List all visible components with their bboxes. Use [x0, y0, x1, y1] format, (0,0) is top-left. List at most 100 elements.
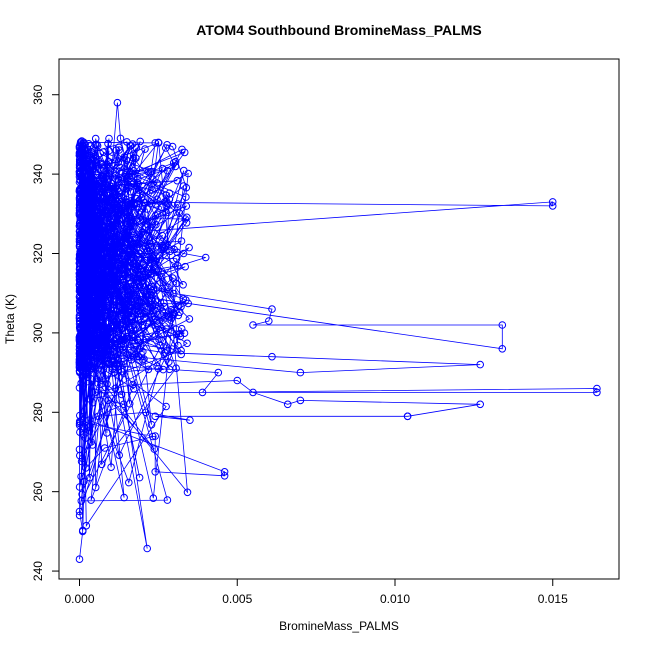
data-point	[107, 463, 115, 472]
data-point	[79, 239, 88, 248]
data-point	[143, 205, 151, 213]
data-point	[168, 274, 177, 282]
data-point	[169, 289, 178, 298]
data-point	[163, 166, 172, 175]
data-point	[97, 380, 105, 389]
data-point	[169, 310, 178, 318]
data-point	[86, 213, 95, 222]
data-point	[91, 235, 99, 244]
data-point	[89, 155, 97, 164]
data-point	[136, 137, 144, 146]
x-tick-label: 0.005	[222, 592, 252, 606]
data-point	[87, 342, 96, 351]
data-point	[99, 164, 108, 173]
data-point	[77, 329, 85, 338]
data-point	[94, 224, 102, 232]
data-point	[120, 153, 128, 161]
data-point	[123, 350, 132, 359]
data-point	[214, 368, 223, 377]
data-point	[130, 240, 138, 248]
data-point	[180, 148, 189, 157]
data-point	[111, 384, 120, 393]
data-point	[78, 293, 87, 302]
data-point	[96, 322, 105, 331]
data-point	[149, 175, 157, 183]
data-point	[125, 478, 133, 487]
data-point	[75, 199, 84, 207]
data-point	[164, 283, 172, 292]
data-point	[132, 277, 141, 285]
data-point	[140, 355, 148, 363]
data-point	[132, 154, 140, 162]
data-point	[135, 249, 143, 258]
data-point	[102, 375, 110, 383]
data-point	[122, 205, 130, 214]
data-point	[158, 307, 167, 315]
data-point	[171, 157, 180, 166]
x-axis: 0.000 0.005 0.010 0.015	[64, 578, 568, 606]
data-point	[165, 365, 174, 374]
data-point	[152, 200, 160, 208]
data-point	[99, 355, 108, 363]
data-point	[94, 273, 103, 282]
data-point	[75, 511, 84, 520]
data-point	[99, 365, 108, 374]
data-point	[106, 277, 114, 285]
data-point	[153, 210, 162, 219]
data-point	[201, 253, 210, 262]
data-point	[160, 299, 168, 307]
data-point	[76, 418, 85, 427]
data-point	[107, 193, 116, 202]
data-point	[81, 264, 90, 272]
data-point	[114, 269, 123, 277]
data-point	[115, 146, 123, 154]
data-point	[84, 216, 93, 224]
data-point	[75, 364, 84, 372]
data-point	[174, 341, 182, 350]
data-point	[147, 270, 156, 278]
data-point	[104, 237, 112, 245]
data-point	[94, 412, 103, 421]
data-point	[129, 259, 137, 268]
data-point	[167, 314, 176, 322]
data-point	[181, 215, 189, 223]
data-point	[122, 172, 130, 181]
data-point	[97, 287, 105, 295]
data-point	[79, 223, 87, 231]
data-point	[146, 168, 155, 176]
data-point	[94, 345, 103, 353]
data-point	[173, 261, 182, 270]
data-point	[104, 139, 112, 148]
data-point	[160, 348, 169, 357]
data-point	[156, 341, 164, 350]
data-point	[76, 177, 85, 185]
data-point	[101, 231, 109, 239]
data-point	[85, 473, 94, 482]
y-axis: 240 260 280 300 320 340 360	[31, 84, 60, 581]
data-point	[100, 234, 108, 242]
data-point	[198, 388, 207, 397]
data-point	[133, 178, 141, 187]
data-point	[162, 325, 171, 333]
data-point	[75, 445, 84, 454]
data-point	[111, 278, 119, 287]
data-point	[138, 215, 147, 224]
data-point	[158, 164, 167, 173]
data-point	[129, 337, 137, 345]
data-point	[88, 161, 97, 169]
data-point	[126, 216, 135, 225]
data-point	[151, 306, 159, 314]
data-point	[97, 243, 106, 252]
data-point	[182, 193, 190, 201]
y-tick-label: 320	[31, 243, 45, 263]
data-point	[132, 182, 141, 190]
data-point	[130, 199, 138, 208]
data-point	[102, 260, 111, 269]
data-point	[75, 419, 84, 428]
data-point	[86, 228, 95, 236]
data-point	[75, 167, 84, 176]
data-point	[112, 289, 120, 298]
data-point	[78, 490, 86, 499]
data-point	[171, 162, 180, 171]
data-point	[220, 468, 229, 476]
